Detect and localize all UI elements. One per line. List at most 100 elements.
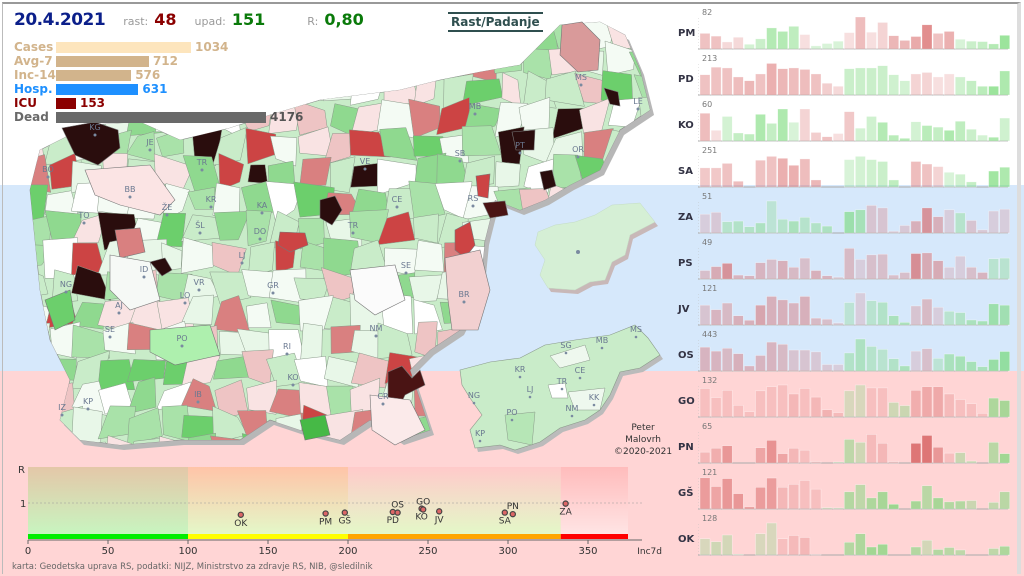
point-pm[interactable] [322, 510, 329, 517]
municipality-shape[interactable] [348, 40, 386, 74]
municipality-shape[interactable] [349, 264, 406, 316]
municipality-shape[interactable] [633, 156, 665, 195]
municipality-shape[interactable] [15, 353, 54, 382]
municipality-shape[interactable] [524, 293, 559, 333]
municipality-shape[interactable] [436, 49, 472, 71]
municipality-shape[interactable] [350, 352, 391, 389]
municipality-shape[interactable] [71, 406, 103, 445]
municipality-shape[interactable] [330, 156, 356, 193]
municipality-shape[interactable] [109, 254, 161, 311]
municipality-shape[interactable] [601, 293, 642, 329]
municipality-shape[interactable] [247, 164, 268, 184]
municipality-shape[interactable] [628, 265, 662, 302]
point-gš[interactable] [341, 509, 348, 516]
municipality-shape[interactable] [408, 274, 446, 303]
municipality-shape[interactable] [414, 240, 445, 273]
municipality-shape[interactable] [299, 157, 332, 186]
municipality-shape[interactable] [559, 21, 601, 73]
municipality-shape[interactable] [319, 195, 343, 226]
point-sa[interactable] [501, 509, 508, 516]
municipality-shape[interactable] [265, 181, 304, 224]
point-za[interactable] [562, 500, 569, 507]
municipality-shape[interactable] [71, 324, 110, 359]
municipality-shape[interactable] [44, 289, 76, 331]
municipality-shape[interactable] [435, 349, 464, 388]
municipality-shape[interactable] [539, 169, 557, 191]
region-shape-kk[interactable] [567, 387, 606, 411]
municipality-shape[interactable] [84, 164, 176, 216]
municipality-shape[interactable] [213, 211, 251, 241]
municipality-shape[interactable] [475, 173, 491, 199]
municipality-shape[interactable] [488, 248, 532, 277]
municipality-shape[interactable] [629, 379, 660, 417]
municipality-shape[interactable] [15, 322, 51, 352]
municipality-shape[interactable] [114, 227, 146, 259]
point-go[interactable] [420, 506, 427, 513]
region-shape-sg[interactable] [549, 344, 591, 369]
municipality-shape[interactable] [603, 87, 621, 107]
municipality-shape[interactable] [454, 221, 476, 259]
municipality-shape[interactable] [604, 40, 636, 76]
municipality-shape[interactable] [325, 44, 357, 78]
municipality-shape[interactable] [15, 383, 46, 414]
municipality-shape[interactable] [126, 377, 157, 415]
municipality-shape[interactable] [180, 237, 222, 274]
municipality-shape[interactable] [247, 241, 275, 279]
municipality-shape[interactable] [490, 42, 522, 74]
municipality-shape[interactable] [246, 302, 272, 329]
municipality-shape[interactable] [270, 135, 298, 167]
municipality-shape[interactable] [407, 15, 445, 43]
municipality-shape[interactable] [180, 294, 214, 326]
municipality-shape[interactable] [97, 359, 135, 391]
municipality-shape[interactable] [544, 70, 585, 107]
municipality-shape[interactable] [71, 265, 112, 301]
municipality-shape[interactable] [638, 97, 670, 131]
municipality-shape[interactable] [412, 45, 442, 75]
municipality-shape[interactable] [149, 324, 221, 366]
municipality-shape[interactable] [127, 407, 163, 446]
municipality-shape[interactable] [444, 249, 491, 331]
municipality-shape[interactable] [246, 379, 277, 415]
municipality-shape[interactable] [495, 265, 531, 302]
point-os[interactable] [394, 509, 401, 516]
municipality-shape[interactable] [209, 271, 252, 305]
municipality-shape[interactable] [494, 161, 521, 188]
day-bar [932, 166, 944, 188]
municipality-shape[interactable] [126, 359, 166, 383]
municipality-shape[interactable] [377, 322, 413, 359]
municipality-shape[interactable] [245, 209, 272, 247]
municipality-shape[interactable] [608, 158, 635, 190]
municipality-shape[interactable] [377, 211, 416, 246]
municipality-shape[interactable] [277, 231, 309, 253]
municipality-shape[interactable] [386, 42, 418, 82]
municipality-shape[interactable] [511, 129, 536, 151]
municipality-shape[interactable] [155, 212, 186, 247]
municipality-shape[interactable] [495, 325, 530, 360]
municipality-shape[interactable] [15, 407, 52, 445]
municipality-shape[interactable] [482, 200, 509, 219]
municipality-shape[interactable] [638, 15, 661, 49]
municipality-shape[interactable] [322, 72, 353, 102]
point-ok[interactable] [237, 511, 244, 518]
point-jv[interactable] [436, 508, 443, 515]
municipality-shape[interactable] [584, 296, 605, 331]
municipality-shape[interactable] [545, 299, 588, 328]
municipality-shape[interactable] [298, 295, 334, 332]
municipality-shape[interactable] [628, 238, 670, 277]
municipality-shape[interactable] [218, 152, 245, 191]
municipality-shape[interactable] [349, 129, 392, 158]
municipality-shape[interactable] [498, 295, 530, 327]
municipality-shape[interactable] [383, 20, 408, 46]
municipality-shape[interactable] [633, 74, 666, 100]
point-pn[interactable] [509, 510, 516, 518]
municipality-shape[interactable] [369, 394, 426, 446]
municipality-shape[interactable] [408, 180, 446, 221]
region-shape-tr[interactable] [547, 382, 569, 399]
municipality-shape[interactable] [629, 127, 659, 163]
chart-title[interactable]: Rast/Padanje [448, 12, 543, 32]
municipality-shape[interactable] [299, 414, 331, 441]
municipality-shape[interactable] [444, 406, 470, 438]
municipality-shape[interactable] [413, 213, 439, 244]
municipality-shape[interactable] [149, 257, 173, 277]
municipality-shape[interactable] [379, 127, 418, 161]
